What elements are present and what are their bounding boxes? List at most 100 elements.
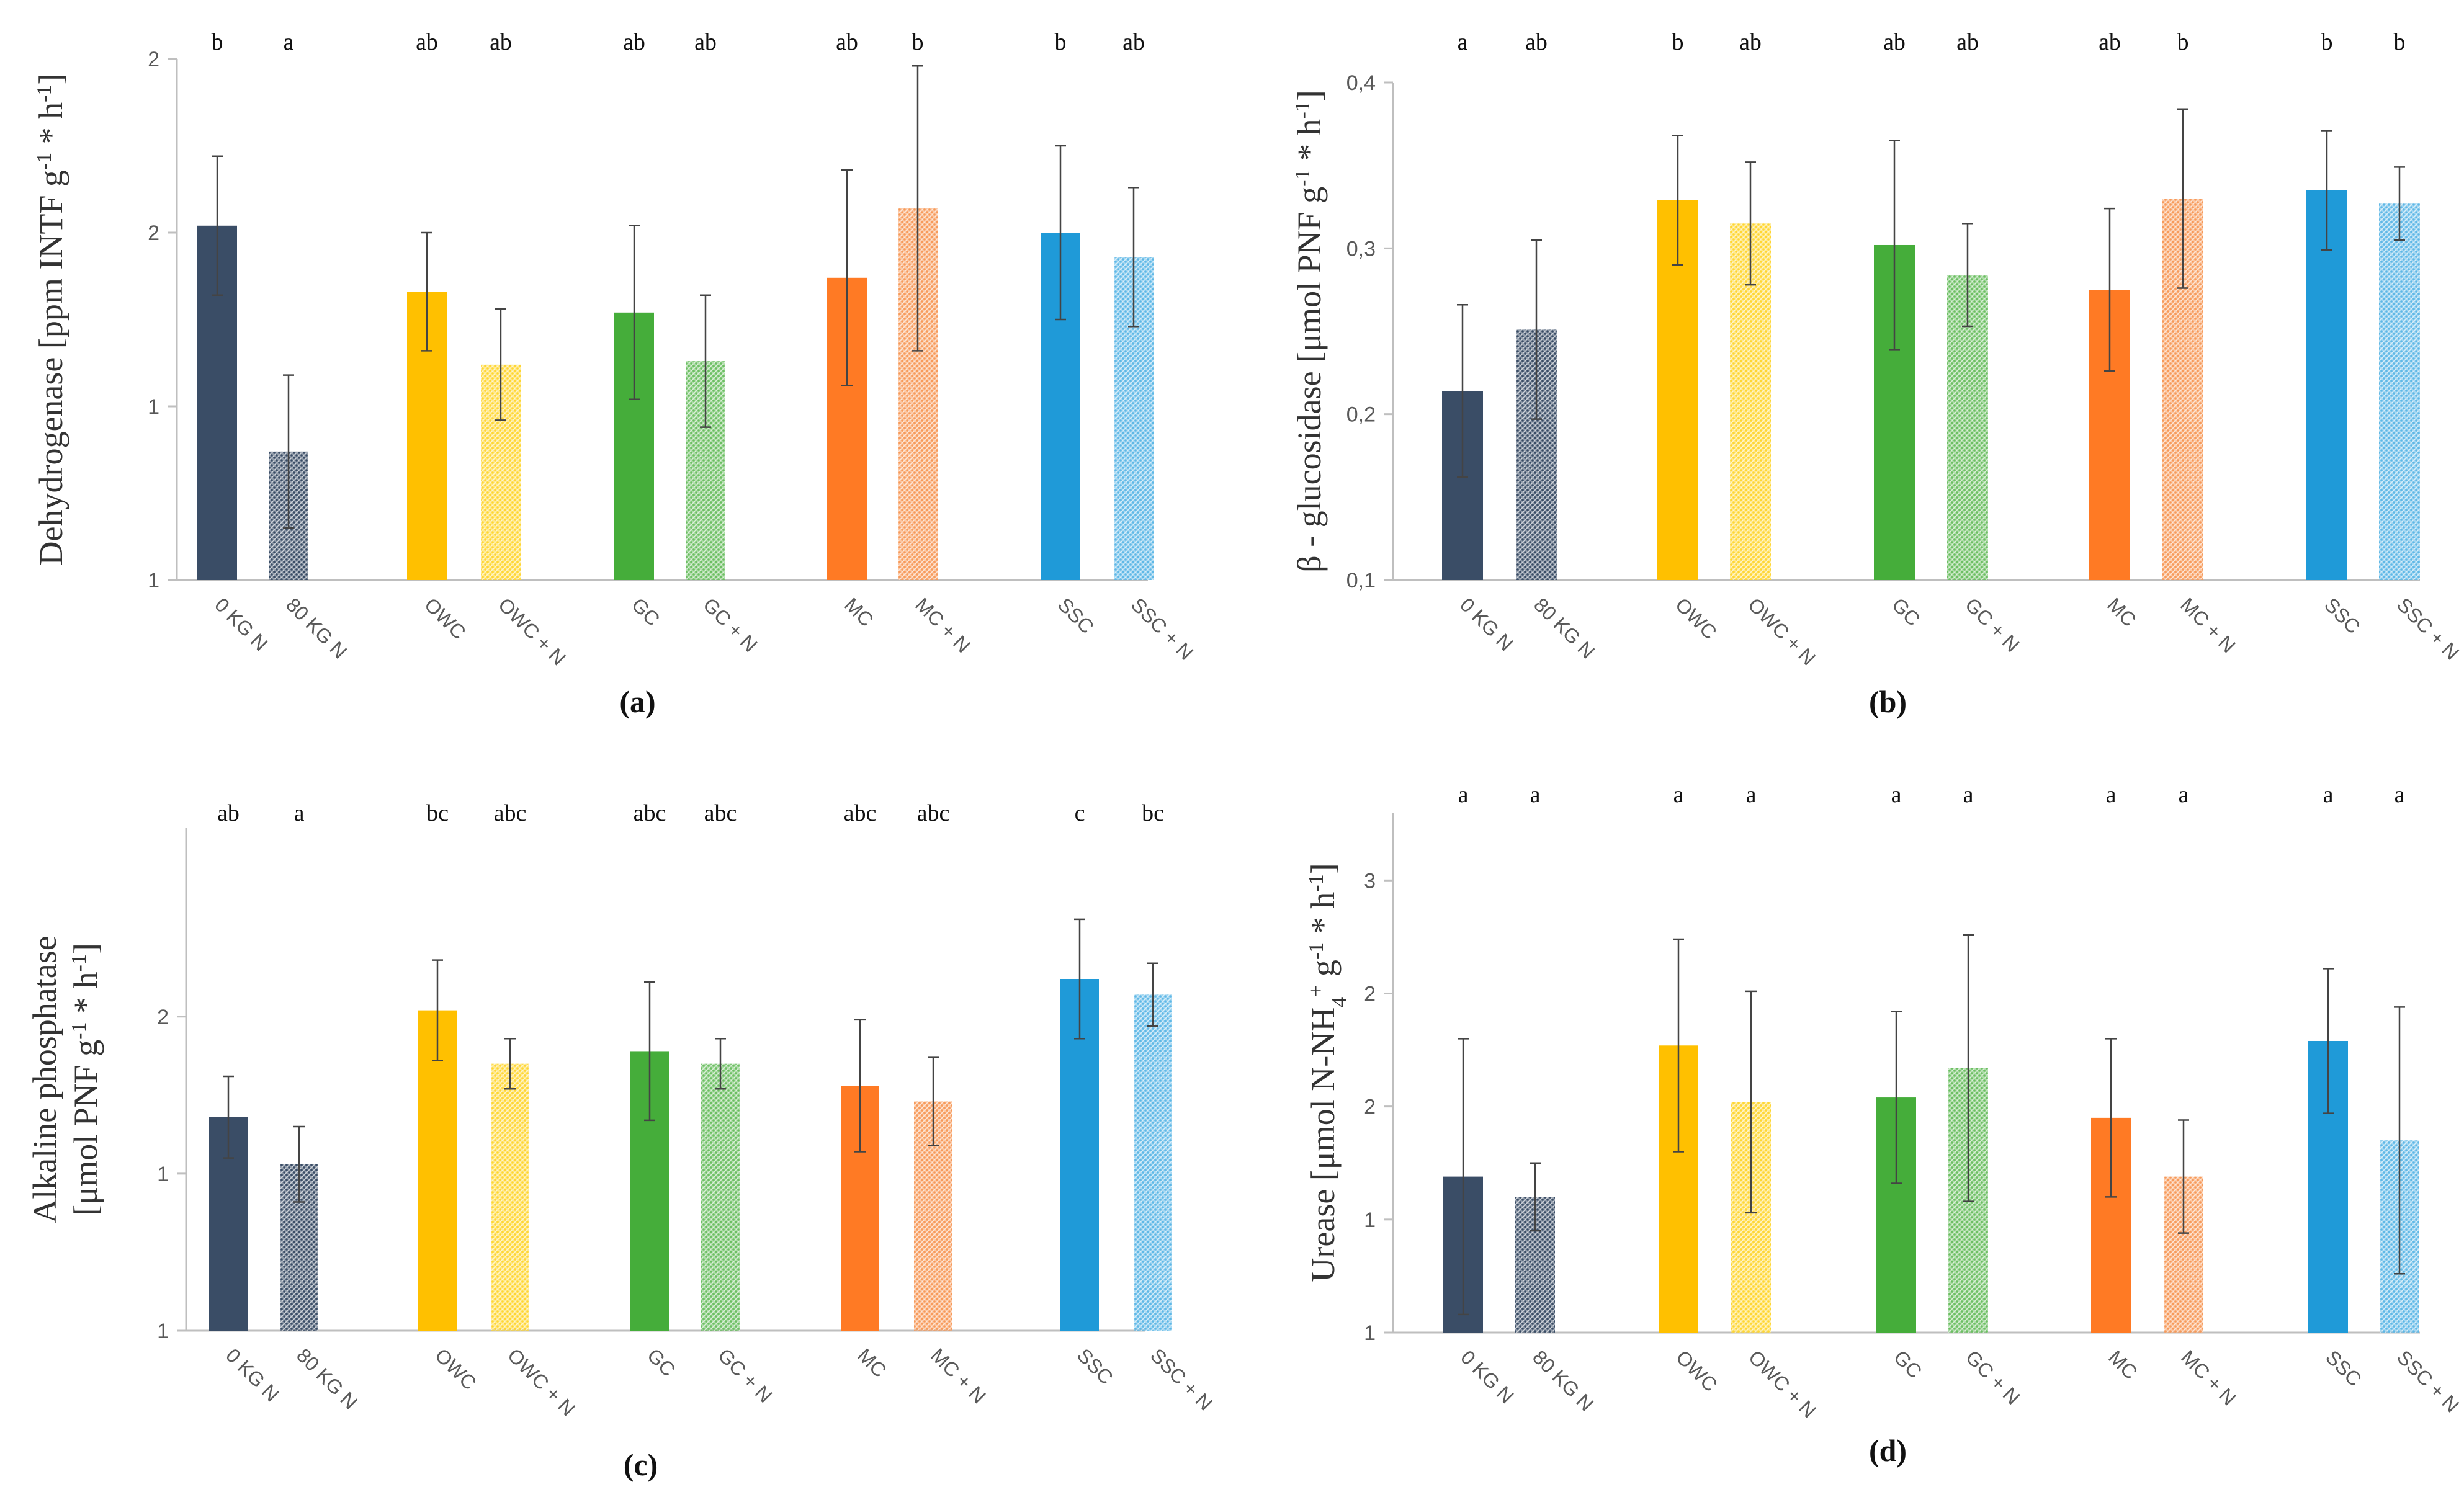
significance-label: b [2177, 29, 2189, 55]
error-bar [1962, 222, 1973, 328]
significance-label: a [1746, 782, 1757, 808]
category-label: GC + N [699, 593, 762, 656]
significance-label: ab [217, 800, 240, 826]
category-label: 80 KG N [1528, 1346, 1598, 1415]
significance-label: a [294, 800, 305, 826]
category-label: 0 KG N [1456, 593, 1518, 655]
y-tick-label: 2 [148, 48, 159, 71]
significance-label: abc [704, 800, 737, 826]
error-bar [1963, 934, 1974, 1202]
significance-label: a [2323, 782, 2334, 808]
error-bar [1457, 303, 1468, 478]
significance-label: a [1963, 782, 1974, 808]
error-bar [2105, 1038, 2117, 1198]
category-label: GC + N [1961, 593, 2024, 656]
y-axis-label: Dehydrogenase [ppm INTF g-1 * h-1] [32, 74, 69, 566]
category-label: 80 KG N [1530, 593, 1599, 663]
category-label: MC [853, 1344, 891, 1382]
category-label: OWC + N [1744, 593, 1820, 669]
significance-label: b [212, 29, 223, 55]
error-bar [1889, 140, 1900, 351]
y-tick-label: 1 [1364, 1321, 1376, 1345]
category-label: MC [2104, 1346, 2142, 1383]
error-bar [715, 1037, 726, 1090]
error-bar [432, 959, 443, 1061]
significance-label: a [1891, 782, 1902, 808]
error-bar [495, 308, 506, 421]
significance-label: ab [2099, 29, 2121, 55]
significance-label: abc [634, 800, 666, 826]
category-label: OWC [1671, 593, 1721, 643]
significance-label: abc [494, 800, 527, 826]
category-label: SSC [1054, 593, 1098, 638]
y-axis-label: β - glucosidase [μmol PNF g-1 * h-1] [1291, 90, 1328, 573]
significance-label: a [1458, 782, 1469, 808]
error-bar [841, 169, 853, 386]
panel-label: (c) [624, 1447, 658, 1482]
significance-label: ab [1739, 29, 1762, 55]
category-label: GC [1888, 593, 1924, 630]
bar [491, 1063, 529, 1331]
panel-label: (a) [619, 684, 655, 719]
y-axis-label: Alkaline phosphatase [26, 936, 63, 1223]
category-label: SSC + N [2393, 593, 2463, 664]
significance-label: abc [844, 800, 877, 826]
y-tick-label: 0,1 [1346, 569, 1376, 592]
error-bar [2394, 166, 2405, 241]
panel-b: 0,1 0,2 0,3 0,4 a 0 KG N ab 80 KG N b OWC ab OWC + … [1291, 29, 2463, 719]
error-bar [1745, 161, 1756, 286]
error-bar [293, 1125, 305, 1203]
category-label: SSC + N [2393, 1346, 2463, 1416]
category-label: MC + N [926, 1344, 990, 1408]
category-label: OWC [1672, 1346, 1722, 1396]
panel-a: 1 1 2 2 b 0 KG N a 80 KG N ab OWC ab OWC + N ab GC ab G… [32, 29, 1198, 719]
category-label: GC + N [1961, 1346, 2025, 1409]
category-label: SSC [1073, 1344, 1118, 1388]
error-bar [928, 1056, 939, 1146]
significance-label: b [1055, 29, 1067, 55]
y-tick-label: 0,3 [1346, 237, 1376, 261]
error-bar [1672, 135, 1683, 266]
significance-label: ab [694, 29, 717, 55]
error-bar [421, 231, 432, 352]
significance-label: b [912, 29, 924, 55]
category-label: SSC [2321, 1346, 2366, 1390]
significance-label: a [1673, 782, 1684, 808]
error-bar [700, 294, 711, 428]
significance-label: a [2106, 782, 2117, 808]
error-bar [2321, 130, 2332, 251]
error-bar [1147, 962, 1158, 1027]
category-label: SSC [2320, 593, 2365, 638]
error-bar [212, 155, 223, 297]
significance-label: ab [490, 29, 512, 55]
significance-label: ab [1883, 29, 1906, 55]
significance-label: b [1672, 29, 1684, 55]
y-tick-label: 2 [157, 1006, 169, 1029]
significance-label: a [2395, 782, 2405, 808]
panel-d: 1 1 2 2 3 a 0 KG N a 80 KG N a OWC a OWC + N a GC a GC +… [1304, 782, 2463, 1468]
error-bar [1458, 1038, 1469, 1316]
significance-label: a [1530, 782, 1541, 808]
error-bar [2177, 108, 2188, 289]
significance-label: abc [917, 800, 950, 826]
category-label: 0 KG N [222, 1344, 284, 1406]
error-bar [283, 374, 294, 529]
error-bar [1128, 186, 1139, 328]
category-label: SSC + N [1127, 593, 1198, 664]
category-label: MC [2103, 593, 2141, 631]
error-bar [2178, 1119, 2189, 1234]
category-label: 80 KG N [292, 1344, 362, 1413]
category-label: GC [1889, 1346, 1926, 1382]
significance-label: ab [836, 29, 858, 55]
y-tick-label: 2 [1364, 982, 1376, 1006]
category-label: MC [840, 593, 878, 631]
error-bar [1055, 145, 1066, 321]
significance-label: a [1458, 29, 1468, 55]
panel-c: 1 1 2 ab 0 KG N a 80 KG N bc OWC abc OWC + N abc GC a… [26, 800, 1217, 1482]
category-label: OWC + N [494, 593, 570, 669]
significance-label: ab [1122, 29, 1145, 55]
significance-label: b [2394, 29, 2406, 55]
category-label: GC [643, 1344, 679, 1380]
significance-label: a [2179, 782, 2189, 808]
